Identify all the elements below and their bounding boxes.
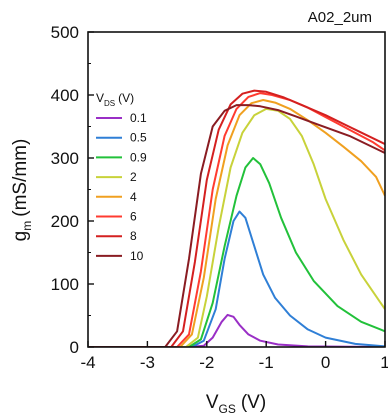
y-tick-label: 200 xyxy=(51,212,79,231)
legend-label: 4 xyxy=(130,190,137,204)
y-tick-label: 500 xyxy=(51,23,79,42)
x-axis-title-sub: GS xyxy=(219,402,236,416)
legend-label: 0.1 xyxy=(130,111,147,125)
x-axis-title: VGS (V) xyxy=(206,392,266,416)
x-axis-title-unit: (V) xyxy=(241,392,266,413)
y-tick-label: 0 xyxy=(70,338,79,357)
series-line-0-1 xyxy=(88,313,385,347)
series-line-2 xyxy=(88,107,385,347)
legend-title: VDS (V) xyxy=(96,91,134,108)
series-line-0-9 xyxy=(88,157,385,347)
x-tick-label: -1 xyxy=(259,353,274,372)
x-tick-label: -4 xyxy=(80,353,95,372)
legend-label: 0.5 xyxy=(130,131,147,145)
series-line-10 xyxy=(88,104,385,347)
x-tick-label: -2 xyxy=(199,353,214,372)
legend-label: 2 xyxy=(130,170,137,184)
x-axis-title-main: V xyxy=(206,392,219,413)
x-tick-label: 1 xyxy=(380,353,388,372)
y-tick-label: 300 xyxy=(51,149,79,168)
series-layer xyxy=(88,89,385,347)
y-axis-title: gm (mS/mm) xyxy=(10,139,34,242)
chart-tag: A02_2um xyxy=(308,9,372,26)
legend-label: 8 xyxy=(130,229,137,243)
series-line-6 xyxy=(88,92,385,347)
y-tick-label: 100 xyxy=(51,275,79,294)
x-tick-label: -3 xyxy=(140,353,155,372)
y-tick-label: 400 xyxy=(51,86,79,105)
legend-label: 6 xyxy=(130,210,137,224)
y-axis-title-sub: m xyxy=(20,221,34,231)
series-line-0-5 xyxy=(88,210,385,347)
legend-label: 10 xyxy=(130,249,144,263)
y-axis-title-unit: (mS/mm) xyxy=(10,139,31,217)
series-line-8 xyxy=(88,89,385,347)
series-line-4 xyxy=(88,99,385,347)
y-axis-title-main: g xyxy=(10,231,31,242)
x-tick-label: 0 xyxy=(321,353,330,372)
legend-label: 0.9 xyxy=(130,150,147,164)
legend: VDS (V) 0.1 0.5 0.9 2 4 6 8 10 xyxy=(96,91,147,263)
